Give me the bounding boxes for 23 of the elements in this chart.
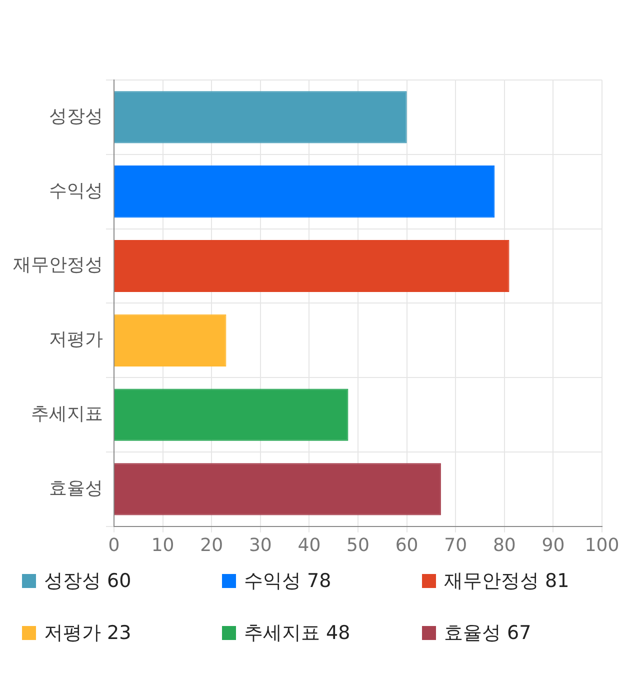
x-tick-label: 30 xyxy=(248,534,272,556)
y-tick-label: 효율성 xyxy=(49,478,103,499)
x-tick-label: 10 xyxy=(151,534,174,556)
category-label: 수익성 78 xyxy=(244,570,332,592)
y-tick-label: 저평가 xyxy=(49,329,103,350)
category-label: 저평가 23 xyxy=(44,622,132,644)
y-tick-label: 성장성 xyxy=(49,106,103,127)
x-tick-label: 100 xyxy=(584,534,620,556)
x-tick-label: 20 xyxy=(200,534,224,556)
x-tick-label: 40 xyxy=(298,534,321,556)
y-tick-label: 수익성 xyxy=(49,180,103,202)
y-tick-label: 추세지표 xyxy=(31,403,103,424)
y-tick-label: 재무안정성 xyxy=(13,254,103,276)
category-label: 효율성 67 xyxy=(444,622,532,644)
x-tick-label: 60 xyxy=(395,534,418,556)
x-tick-label: 0 xyxy=(108,534,120,556)
category-label: 추세지표 48 xyxy=(244,622,350,644)
x-tick-label: 70 xyxy=(444,534,468,556)
x-tick-label: 80 xyxy=(492,534,516,556)
x-tick-label: 90 xyxy=(542,534,565,556)
category-label: 재무안정성 81 xyxy=(444,570,570,592)
category-label: 성장성 60 xyxy=(44,570,132,592)
x-tick-label: 50 xyxy=(346,534,370,556)
